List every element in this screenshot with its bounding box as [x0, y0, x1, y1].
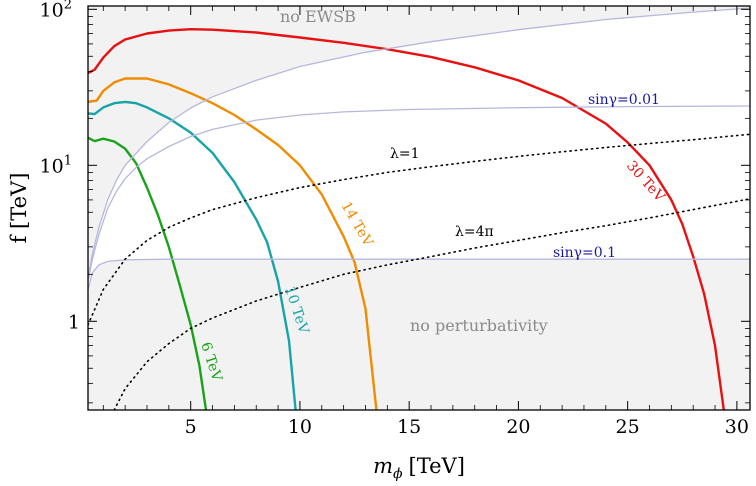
axis-ticks: 5 10 15 20 25 30 1 101 102	[40, 0, 750, 438]
shaded-regions	[88, 6, 750, 410]
curve-label-30tev: 30 TeV	[623, 158, 668, 206]
series-4	[113, 198, 750, 410]
x-tick-label-30: 30	[725, 416, 749, 438]
annotation-lambda-4pi: λ=4π	[455, 224, 494, 240]
x-tick-label-10: 10	[288, 416, 312, 438]
x-tick-label-15: 15	[397, 416, 421, 438]
series-6-tev	[88, 136, 208, 410]
chart-labels: no EWSB no perturbativity sinγ=0.01 sinγ…	[7, 7, 668, 482]
curves	[88, 7, 750, 410]
series-sin-0-01-upper	[88, 7, 750, 279]
x-axis-title: mϕ [TeV]	[373, 454, 465, 482]
series-30-tev	[88, 28, 725, 410]
x-axis-title-unit: [TeV]	[409, 454, 465, 478]
x-tick-label-20: 20	[506, 416, 530, 438]
region-no-perturbativity	[88, 259, 750, 410]
annotation-sin-gamma-0-01: sinγ=0.01	[588, 92, 660, 108]
x-axis-title-var: m	[373, 454, 393, 478]
curve-label-14tev: 14 TeV	[338, 199, 377, 250]
x-tick-label-5: 5	[185, 416, 197, 438]
annotation-sin-gamma-0-1: sinγ=0.1	[553, 245, 616, 261]
series-10-tev	[88, 100, 297, 410]
x-axis-title-sub: ϕ	[393, 466, 403, 482]
x-tick-label-25: 25	[616, 416, 640, 438]
y-tick-label-100: 102	[40, 0, 72, 21]
region-no-ewsb	[88, 6, 750, 278]
y-tick-label-10: 101	[40, 153, 72, 177]
y-axis-title: f [TeV]	[7, 173, 31, 244]
annotation-lambda-1: λ=1	[390, 146, 420, 162]
plot-frame	[87, 5, 751, 411]
region-label-no-ewsb: no EWSB	[280, 7, 356, 26]
series-sin-0-01-lower	[88, 105, 750, 283]
region-label-no-perturbativity: no perturbativity	[410, 316, 548, 335]
y-tick-label-1: 1	[68, 311, 80, 333]
series-14-tev	[88, 77, 378, 410]
